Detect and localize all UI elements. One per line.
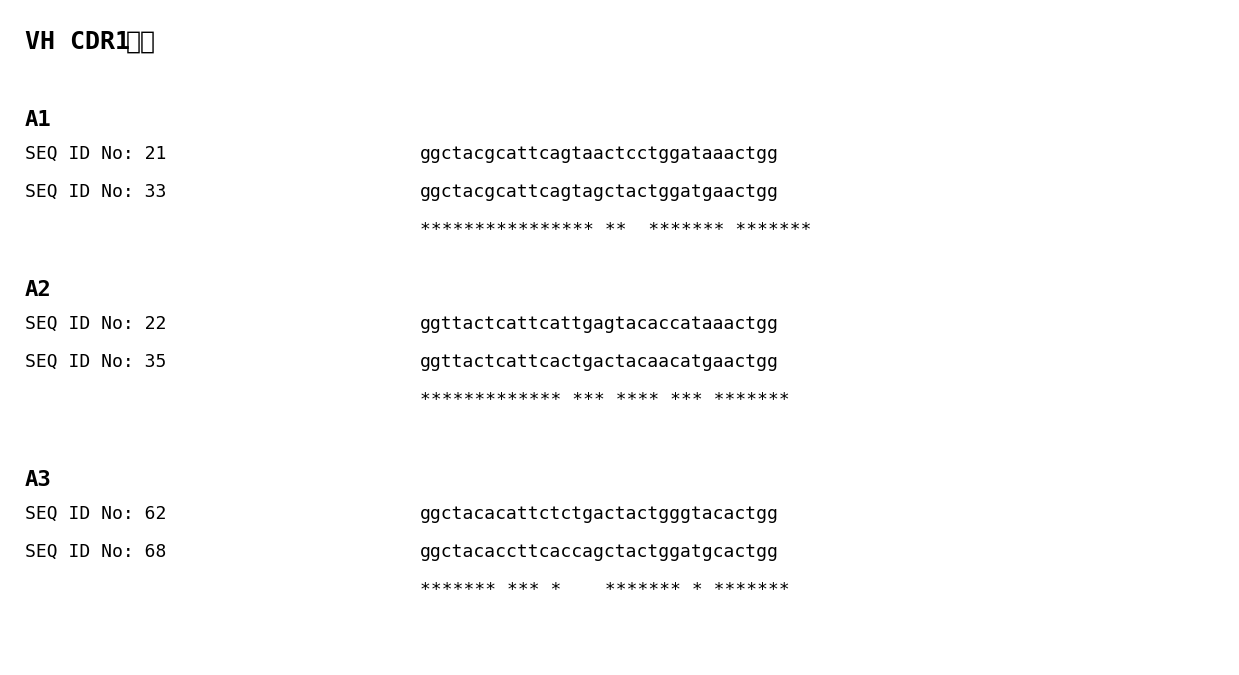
Text: A3: A3 (25, 470, 52, 490)
Text: ggttactcattcattgagtacaccataaactgg: ggttactcattcattgagtacaccataaactgg (420, 315, 779, 333)
Text: A1: A1 (25, 110, 52, 130)
Text: VH CDR1: VH CDR1 (25, 30, 160, 54)
Text: SEQ ID No: 62: SEQ ID No: 62 (25, 505, 166, 523)
Text: SEQ ID No: 21: SEQ ID No: 21 (25, 145, 166, 163)
Text: ggttactcattcactgactacaacatgaactgg: ggttactcattcactgactacaacatgaactgg (420, 353, 779, 371)
Text: ggctacgcattcagtagctactggatgaactgg: ggctacgcattcagtagctactggatgaactgg (420, 183, 779, 201)
Text: SEQ ID No: 33: SEQ ID No: 33 (25, 183, 166, 201)
Text: ************* *** **** *** *******: ************* *** **** *** ******* (420, 391, 789, 409)
Text: 比对: 比对 (125, 30, 155, 54)
Text: **************** **  ******* *******: **************** ** ******* ******* (420, 221, 812, 239)
Text: SEQ ID No: 35: SEQ ID No: 35 (25, 353, 166, 371)
Text: SEQ ID No: 22: SEQ ID No: 22 (25, 315, 166, 333)
Text: ggctacaccttcaccagctactggatgcactgg: ggctacaccttcaccagctactggatgcactgg (420, 543, 779, 561)
Text: SEQ ID No: 68: SEQ ID No: 68 (25, 543, 166, 561)
Text: A2: A2 (25, 280, 52, 300)
Text: ggctacacattctctgactactgggtacactgg: ggctacacattctctgactactgggtacactgg (420, 505, 779, 523)
Text: ******* *** *    ******* * *******: ******* *** * ******* * ******* (420, 581, 789, 599)
Text: ggctacgcattcagtaactcctggataaactgg: ggctacgcattcagtaactcctggataaactgg (420, 145, 779, 163)
